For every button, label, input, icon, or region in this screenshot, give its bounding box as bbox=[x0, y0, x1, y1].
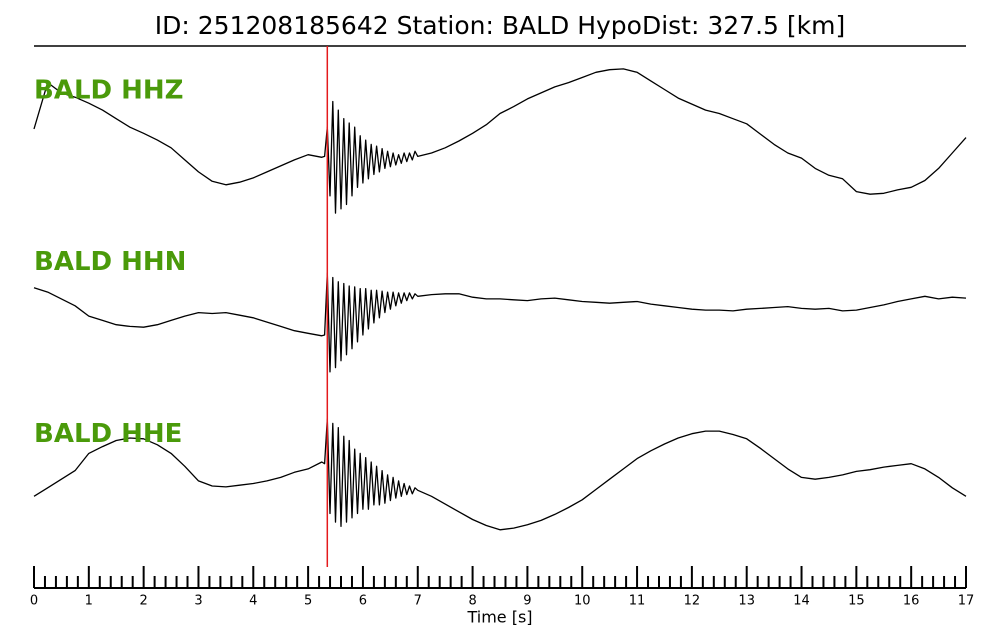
x-tick-label: 2 bbox=[140, 594, 148, 609]
trace-label: BALD HHZ bbox=[34, 76, 184, 106]
x-tick-label: 9 bbox=[523, 594, 531, 609]
x-tick-label: 3 bbox=[194, 594, 202, 609]
x-tick-label: 12 bbox=[684, 594, 701, 609]
trace-label: BALD HHE bbox=[34, 419, 182, 449]
x-tick-label: 10 bbox=[574, 594, 591, 609]
x-tick-label: 8 bbox=[468, 594, 476, 609]
x-tick-label: 11 bbox=[629, 594, 646, 609]
x-tick-label: 0 bbox=[30, 594, 38, 609]
x-tick-label: 4 bbox=[249, 594, 257, 609]
trace-label: BALD HHN bbox=[34, 247, 186, 277]
x-tick-label: 14 bbox=[793, 594, 810, 609]
x-tick-label: 5 bbox=[304, 594, 312, 609]
trace bbox=[33, 272, 967, 373]
chart-title: ID: 251208185642 Station: BALD HypoDist:… bbox=[155, 11, 845, 40]
x-tick-label: 6 bbox=[359, 594, 367, 609]
x-axis-label: Time [s] bbox=[466, 608, 532, 627]
x-tick-label: 16 bbox=[903, 594, 920, 609]
x-tick-label: 1 bbox=[85, 594, 93, 609]
x-tick-label: 17 bbox=[958, 594, 975, 609]
x-tick-label: 15 bbox=[848, 594, 865, 609]
x-tick-label: 7 bbox=[414, 594, 422, 609]
trace bbox=[33, 418, 967, 531]
x-tick-label: 13 bbox=[738, 594, 755, 609]
trace bbox=[33, 68, 967, 214]
